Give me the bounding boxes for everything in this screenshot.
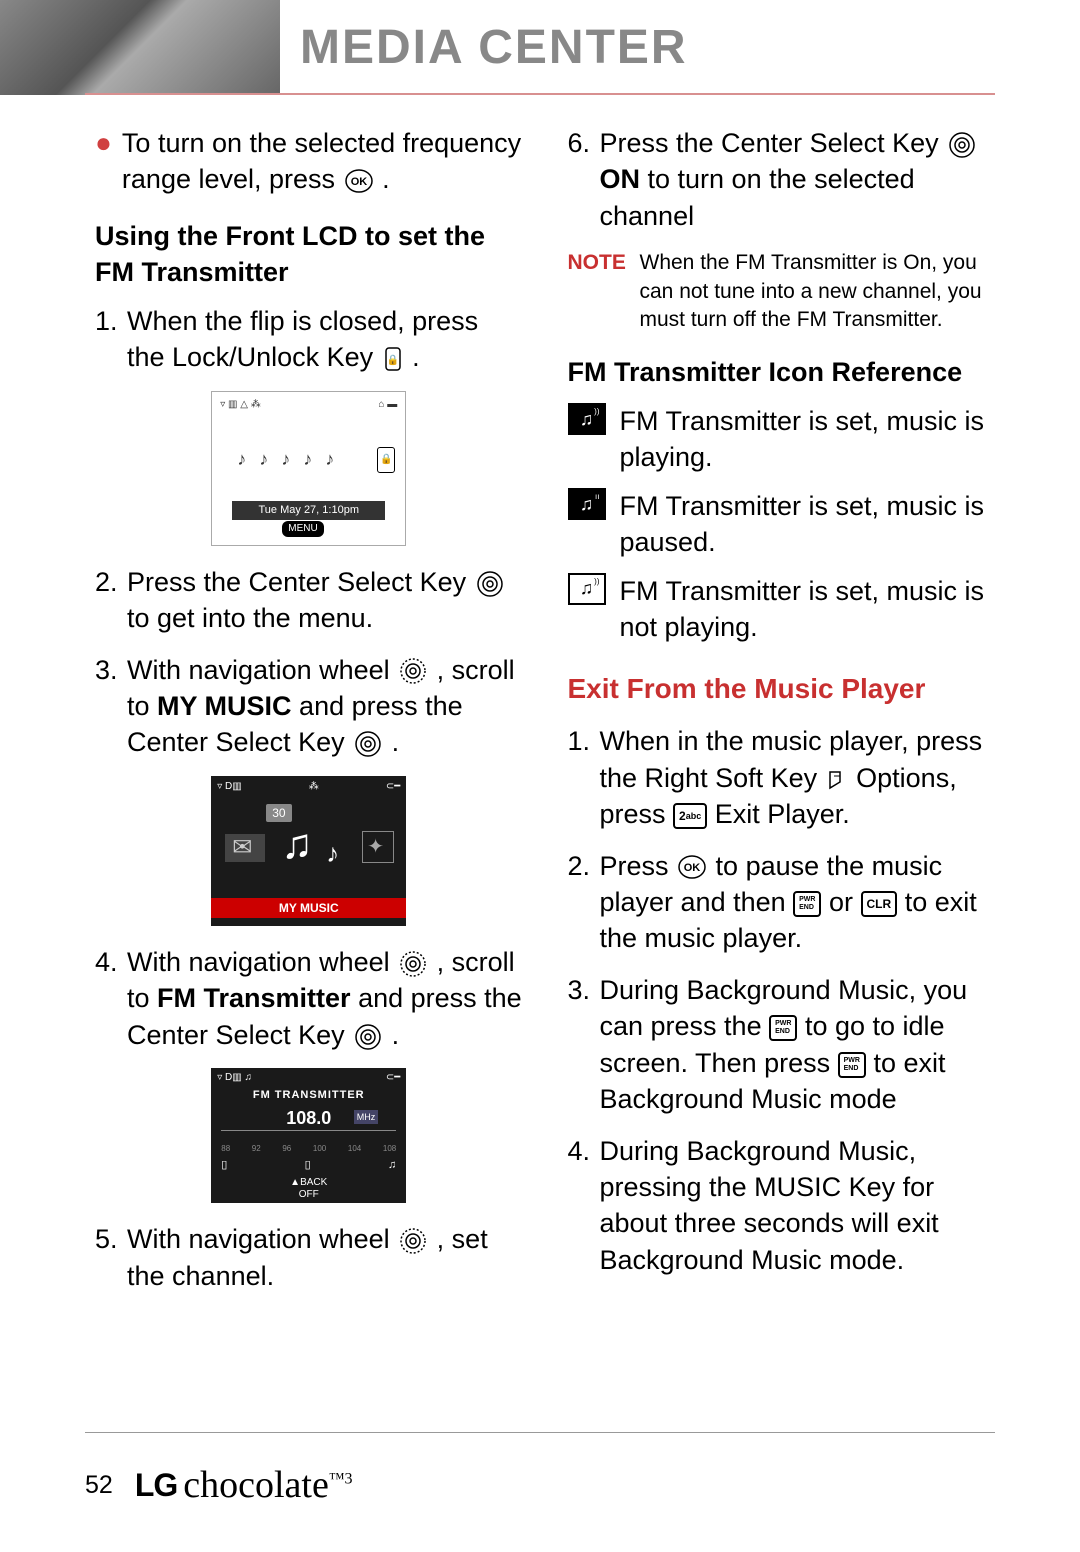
icon-ref-2: ♫ıı FM Transmitter is set, music is paus… <box>568 488 996 561</box>
step-2: 2. Press the Center Select Key to get in… <box>95 564 523 637</box>
right-column: 6. Press the Center Select Key ON to tur… <box>568 125 996 1309</box>
header-rule <box>85 93 995 95</box>
exit-2: 2. Press OK to pause the music player an… <box>568 848 996 957</box>
intro-bullet: ● To turn on the selected frequency rang… <box>95 125 523 198</box>
svg-text:OK: OK <box>350 176 367 188</box>
step-3: 3. With navigation wheel , scroll to MY … <box>95 652 523 761</box>
intro-text: To turn on the selected frequency range … <box>122 125 523 198</box>
center-select-icon <box>352 730 384 758</box>
section-heading-exit: Exit From the Music Player <box>568 670 996 708</box>
lg-logo: LG <box>135 1467 177 1504</box>
icon-ref-3: ♫)) FM Transmitter is set, music is not … <box>568 573 996 646</box>
note-label: NOTE <box>568 249 640 334</box>
phone-screenshot-3: ▿ D▥ ♫⊂━ FM TRANSMITTER 108.0 MHz 889296… <box>211 1068 406 1203</box>
right-softkey-icon <box>825 766 849 794</box>
note-block: NOTE When the FM Transmitter is On, you … <box>568 249 996 334</box>
fm-not-playing-icon: ♫)) <box>568 573 606 605</box>
clr-key-icon: CLR <box>861 891 898 917</box>
nav-wheel-icon <box>397 950 429 978</box>
icon-ref-1: ♫)) FM Transmitter is set, music is play… <box>568 403 996 476</box>
ok-key-icon: OK <box>676 853 708 881</box>
left-column: ● To turn on the selected frequency rang… <box>95 125 523 1309</box>
center-select-icon <box>474 570 506 598</box>
phone-screenshot-1: ▿ ▥ △ ⁂⌂ ▬ ♪ ♪ ♪ ♪ ♪ 🔒 Tue May 27, 1:10p… <box>211 391 406 546</box>
center-select-icon <box>352 1023 384 1051</box>
exit-4: 4. During Background Music, pressing the… <box>568 1133 996 1279</box>
nav-wheel-icon <box>397 657 429 685</box>
step-5: 5. With navigation wheel , set the chann… <box>95 1221 523 1294</box>
page-header: MEDIA CENTER <box>0 0 1080 95</box>
page-footer: 52 LG chocolate™3 <box>85 1432 995 1507</box>
exit-1: 1. When in the music player, press the R… <box>568 723 996 832</box>
phone-screenshot-2: ▿ D▥⁂⊂━ 30 ♫ ♪ MY MUSIC <box>211 776 406 926</box>
fm-playing-icon: ♫)) <box>568 403 606 435</box>
fm-paused-icon: ♫ıı <box>568 488 606 520</box>
nav-wheel-icon <box>397 1227 429 1255</box>
key-2abc-icon: 2 abc <box>673 803 707 829</box>
chocolate-logo: chocolate™3 <box>183 1463 352 1507</box>
step-4: 4. With navigation wheel , scroll to FM … <box>95 944 523 1053</box>
header-photo <box>0 0 280 95</box>
svg-text:OK: OK <box>684 862 701 874</box>
svg-text:🔒: 🔒 <box>386 354 398 366</box>
section-heading-lcd: Using the Front LCD to set the FM Transm… <box>95 218 523 291</box>
step-1: 1. When the flip is closed, press the Lo… <box>95 303 523 376</box>
end-key-icon: PWREND <box>838 1052 866 1078</box>
end-key-icon: PWREND <box>769 1015 797 1041</box>
page-number: 52 <box>85 1471 113 1500</box>
end-key-icon: PWREND <box>793 891 821 917</box>
section-heading-icons: FM Transmitter Icon Reference <box>568 354 996 390</box>
center-select-icon <box>946 131 978 159</box>
exit-3: 3. During Background Music, you can pres… <box>568 972 996 1118</box>
lock-key-icon: 🔒 <box>381 345 405 373</box>
bullet-icon: ● <box>95 125 112 198</box>
content-columns: ● To turn on the selected frequency rang… <box>0 95 1080 1309</box>
note-text: When the FM Transmitter is On, you can n… <box>640 249 996 334</box>
step-6: 6. Press the Center Select Key ON to tur… <box>568 125 996 234</box>
ok-key-icon: OK <box>343 167 375 195</box>
header-title: MEDIA CENTER <box>300 20 688 75</box>
